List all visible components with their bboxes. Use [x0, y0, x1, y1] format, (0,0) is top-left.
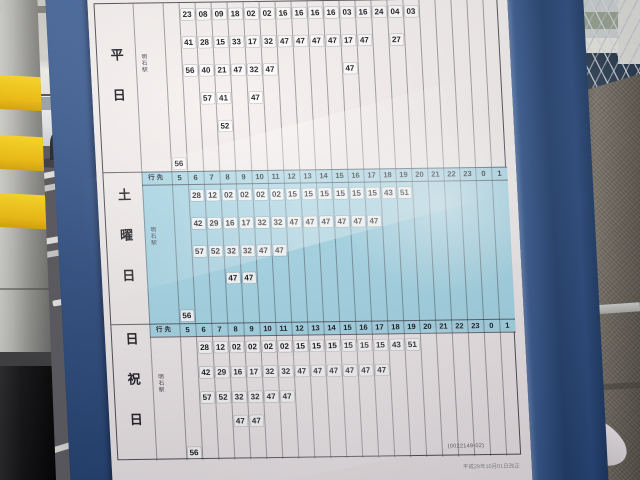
- hour-header: 6: [201, 324, 206, 334]
- minute-cell: 16: [356, 6, 370, 18]
- minute-cell: 40: [199, 64, 213, 76]
- minute-cell: 02: [229, 341, 244, 353]
- minute-cell: 47: [343, 62, 357, 74]
- minute-cell: 56: [183, 64, 197, 77]
- hour-header: 17: [375, 322, 384, 332]
- minute-cell: 08: [196, 8, 210, 20]
- pole-tape-edge: [0, 352, 52, 366]
- hour-header: 10: [263, 323, 272, 334]
- minute-cell: 28: [197, 341, 212, 354]
- minute-cell: 02: [260, 7, 274, 19]
- hour-header: 7: [217, 324, 222, 334]
- minute-cell: 47: [263, 63, 277, 75]
- minute-cell: 16: [292, 7, 306, 19]
- minute-cell: 02: [261, 340, 276, 353]
- destination-label: 明石駅: [140, 53, 148, 74]
- hour-header: 11: [279, 323, 288, 333]
- minute-cell: 18: [228, 8, 242, 20]
- minute-cell: 28: [197, 36, 212, 48]
- destination-header: 行先: [155, 326, 174, 334]
- pole-black-wrap: [0, 366, 56, 480]
- hour-header: 15: [343, 322, 352, 332]
- minute-cell: 32: [261, 35, 276, 47]
- minute-cell: 15: [293, 340, 308, 352]
- hour-header: 18: [391, 322, 400, 332]
- minute-cell: 47: [242, 272, 256, 284]
- hour-header: 14: [327, 323, 336, 333]
- minute-cell: 47: [248, 91, 263, 104]
- minute-cell: 32: [247, 63, 261, 76]
- minute-cell: 52: [218, 120, 232, 132]
- yellow-stripe: [0, 134, 49, 172]
- revision-note: 平成29年10月01日改正: [462, 463, 520, 471]
- minute-cell: 16: [276, 7, 290, 19]
- minute-cell: 17: [245, 35, 260, 48]
- minute-cell: 21: [215, 64, 229, 76]
- minute-cell: 09: [212, 8, 226, 20]
- minute-cell: 47: [231, 64, 245, 76]
- minute-cell: 16: [308, 7, 322, 19]
- minute-cell: 16: [324, 6, 338, 19]
- hour-header: 5: [185, 325, 190, 335]
- minute-cell: 15: [213, 36, 228, 48]
- minute-cell: 47: [357, 34, 372, 46]
- minute-cell: 17: [341, 34, 356, 46]
- minute-cell: 47: [309, 35, 324, 47]
- hour-header: 9: [249, 324, 254, 334]
- hour-header: 12: [295, 323, 304, 333]
- minute-cell: 41: [181, 36, 196, 49]
- minute-cell: 47: [325, 34, 340, 47]
- minute-cell: 47: [277, 35, 292, 47]
- sign-panel: (0022149-02) 平日土曜日日祝日行先56789101112131415…: [51, 0, 623, 480]
- minute-cell: 47: [293, 35, 308, 47]
- striped-bollard-pole: [0, 0, 56, 480]
- minute-cell: 56: [180, 310, 194, 322]
- minute-cell: 02: [277, 340, 292, 352]
- hour-header: 16: [359, 322, 368, 332]
- minute-cell: 24: [372, 6, 386, 18]
- hour-header: 13: [311, 323, 320, 333]
- pole-seam: [0, 288, 56, 290]
- minute-cell: 03: [340, 6, 354, 18]
- minute-cell: 47: [226, 272, 240, 284]
- minute-cell: 02: [245, 341, 260, 353]
- minute-cell: 04: [388, 5, 402, 18]
- minute-cell: 02: [244, 7, 258, 20]
- minute-cell: 33: [229, 36, 244, 48]
- minute-cell: 41: [216, 92, 231, 104]
- hour-header: 8: [233, 324, 238, 334]
- minute-cell: 12: [213, 341, 228, 353]
- minute-cell: 57: [200, 92, 215, 104]
- yellow-stripe: [0, 192, 49, 230]
- minute-cell: 23: [180, 8, 194, 21]
- minute-cell: 03: [404, 5, 418, 17]
- bus-timetable-sign: (0022149-02) 平日土曜日日祝日行先56789101112131415…: [43, 0, 635, 480]
- minute-cell: 27: [389, 33, 404, 46]
